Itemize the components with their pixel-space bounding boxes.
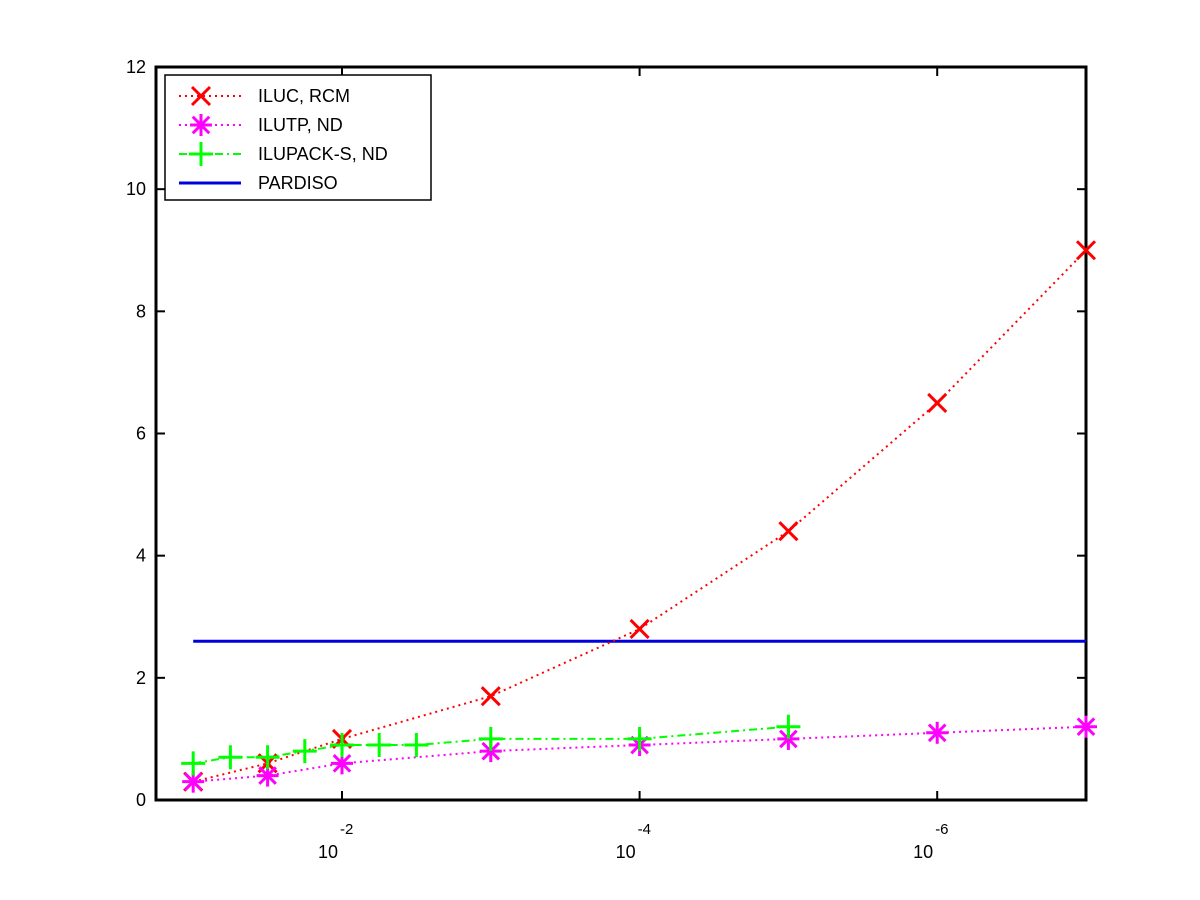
series-line [192, 249, 1087, 783]
x-tick-label-exponent: -6 [935, 821, 948, 838]
data-point [629, 618, 650, 640]
series-2 [181, 714, 801, 776]
data-point [1076, 717, 1096, 737]
series-line [193, 725, 789, 765]
y-tick-label: 0 [136, 790, 146, 810]
data-point [332, 754, 352, 773]
y-tick-label: 2 [136, 668, 146, 688]
y-tick-label: 4 [136, 546, 146, 566]
x-tick-label-exponent: -4 [638, 821, 651, 838]
x-tick-label-exponent: -2 [340, 821, 353, 838]
series-0 [183, 240, 1097, 792]
data-point [1075, 240, 1097, 261]
legend-marker [191, 115, 211, 135]
data-point [927, 392, 948, 414]
legend-label: ILUTP, ND [258, 115, 343, 135]
data-point [481, 741, 501, 761]
y-tick-label: 6 [136, 424, 146, 444]
legend-label: PARDISO [258, 173, 338, 193]
y-tick-label: 10 [126, 179, 146, 199]
data-point [480, 686, 501, 707]
x-tick-label-base: 10 [318, 842, 338, 862]
data-point [927, 723, 947, 743]
data-point [183, 772, 203, 791]
series-line [193, 725, 1087, 783]
x-tick-label-base: 10 [913, 842, 933, 862]
legend-label: ILUPACK-S, ND [258, 144, 388, 164]
data-point [258, 766, 277, 785]
legend: ILUC, RCM ILUTP, ND ILUPACK-S, ND PARDISO [164, 74, 432, 201]
series-layer [181, 240, 1097, 793]
x-tick-label-base: 10 [616, 842, 636, 862]
data-point [778, 521, 799, 542]
legend-label: ILUC, RCM [258, 86, 350, 106]
legend-marker [190, 85, 212, 107]
y-tick-label: 12 [126, 57, 146, 77]
data-point [779, 729, 798, 749]
y-tick-label: 8 [136, 301, 146, 321]
series-1 [182, 715, 1097, 793]
